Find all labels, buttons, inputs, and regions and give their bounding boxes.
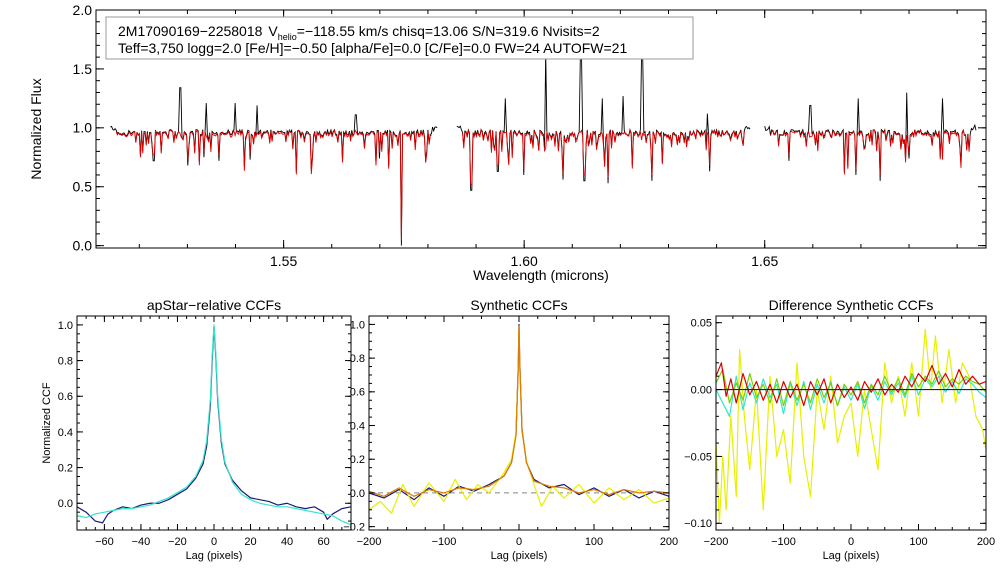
y-tick-label: 0.6 [58, 391, 73, 403]
x-tick-label: 200 [977, 536, 995, 548]
y-tick-label: 0.4 [58, 427, 73, 439]
model-spectrum-chip-2 [462, 127, 745, 185]
spectrum-panel: 1.55 1.60 1.65 0.0 0.5 1.0 1.5 2.0 Wavelength (… [28, 2, 987, 283]
y-tick-label: −0.10 [684, 518, 712, 530]
annotation-line-1: 2M17090169−2258018 Vhelio=−118.55 km/s ch… [118, 23, 600, 42]
x-tick-label: −200 [704, 536, 729, 548]
stellar-parameters-annotation: 2M17090169−2258018 Vhelio=−118.55 km/s ch… [105, 16, 694, 60]
model-spectrum-chip-3 [770, 128, 971, 175]
y-tick-label: 0.0 [350, 488, 365, 500]
y-tick-label: 0.2 [58, 462, 73, 474]
difference-ccf-title: Difference Synthetic CCFs [769, 297, 934, 313]
synthetic-ccf-axis-ticks: −200 −100 0 100 200 −0.2 0.0 0.2 0.4 0.6 0.8 1.0 [343, 315, 678, 548]
model-spectrum-chip-1 [115, 128, 432, 240]
spectrum-plot-frame [95, 9, 987, 249]
x-tick-label: 0 [211, 536, 217, 548]
difference-ccf-frame [715, 315, 987, 531]
y-tick-label: 0.5 [73, 179, 93, 195]
observed-spectrum-chip-1 [110, 87, 438, 246]
v-helio-subscript: helio [278, 32, 297, 42]
apstar-ccf-title: apStar−relative CCFs [147, 297, 281, 313]
y-tick-label: −0.05 [684, 451, 712, 463]
v-helio-symbol: V [268, 23, 278, 39]
apstar-ccf-x-axis-label: Lag (pixels) [186, 550, 243, 562]
y-tick-label: 1.0 [73, 120, 93, 136]
y-tick-label: 0.2 [350, 454, 365, 466]
apstar-ccf-frame [76, 315, 352, 531]
synthetic-ccf-plot-area [369, 323, 669, 514]
x-tick-label: −60 [95, 536, 114, 548]
synthetic-ccf-x-axis-label: Lag (pixels) [491, 550, 548, 562]
x-tick-label: 0 [848, 536, 854, 548]
y-tick-label: 0.0 [73, 238, 93, 254]
y-tick-label: 0.8 [350, 353, 365, 365]
spectrum-axis-ticks: 1.55 1.60 1.65 0.0 0.5 1.0 1.5 2.0 [73, 2, 986, 269]
y-tick-label: 1.5 [73, 61, 93, 77]
apstar-ccf-plot-area [77, 324, 351, 526]
star-id: 2M17090169−2258018 [118, 23, 263, 39]
difference-ccf-plot-area [716, 328, 986, 524]
y-tick-label: 0.00 [691, 384, 712, 396]
synthetic-ccf-title: Synthetic CCFs [470, 297, 567, 313]
annotation-line-2: Teff=3,750 logg=2.0 [Fe/H]=−0.50 [alpha/… [118, 40, 627, 56]
x-tick-label: 60 [317, 536, 329, 548]
apstar-ccf-axis-ticks: −60 −40 −20 0 20 40 60 0.0 0.2 0.4 0.6 0.8 1.0 [58, 315, 352, 548]
observed-spectrum-chip-2 [456, 51, 751, 191]
y-tick-label: 2.0 [73, 2, 93, 18]
y-tick-label: −0.2 [343, 521, 365, 533]
ccf-series-line-1 [716, 328, 986, 524]
y-tick-label: 0.6 [350, 387, 365, 399]
spectrum-plot-area [110, 51, 977, 246]
difference-ccf-panel: Difference Synthetic CCFs −200 −100 0 100 20… [684, 297, 995, 562]
x-tick-label: 0 [516, 536, 522, 548]
x-tick-label: −40 [132, 536, 151, 548]
x-tick-label: −100 [771, 536, 796, 548]
x-tick-label: 1.60 [511, 253, 538, 269]
x-tick-label: 1.55 [270, 253, 297, 269]
x-tick-label: 100 [909, 536, 927, 548]
x-tick-label: 40 [281, 536, 293, 548]
ccf-series-line-3 [716, 368, 986, 407]
y-tick-label: 0.4 [350, 420, 365, 432]
x-tick-label: −20 [168, 536, 187, 548]
x-tick-label: 20 [244, 536, 256, 548]
y-tick-label: 0.8 [58, 355, 73, 367]
apstar-ccf-y-axis-label: Normalized CCF [41, 382, 53, 464]
y-tick-label: 0.0 [58, 498, 73, 510]
ccf-series-line-2 [77, 324, 351, 526]
x-tick-label: 100 [585, 536, 603, 548]
x-tick-label: −200 [357, 536, 382, 548]
ccf-series-line-3 [369, 325, 669, 497]
y-tick-label: 1.0 [58, 320, 73, 332]
x-tick-label: 1.65 [751, 253, 778, 269]
y-tick-label: 1.0 [350, 319, 365, 331]
v-helio-stats: =−118.55 km/s chisq=13.06 S/N=319.6 Nvis… [297, 23, 600, 39]
spectrum-y-axis-label: Normalized Flux [28, 78, 44, 179]
synthetic-ccf-panel: Synthetic CCFs −200 −100 0 100 200 −0.2 0.0 0.2… [343, 297, 678, 562]
apstar-ccf-panel: apStar−relative CCFs −60 −40 −20 0 20 40 60 0.0… [41, 297, 352, 562]
x-tick-label: 200 [660, 536, 678, 548]
difference-ccf-x-axis-label: Lag (pixels) [823, 550, 880, 562]
x-tick-label: −100 [432, 536, 457, 548]
y-tick-label: 0.05 [691, 318, 712, 330]
difference-ccf-axis-ticks: −200 −100 0 100 200 −0.10 −0.05 0.00 0.05 [684, 316, 995, 548]
spectrum-x-axis-label: Wavelength (microns) [473, 267, 609, 283]
annotation-box [105, 16, 694, 60]
ccf-series-line-4 [716, 362, 986, 407]
ccf-series-line-1 [77, 326, 351, 524]
